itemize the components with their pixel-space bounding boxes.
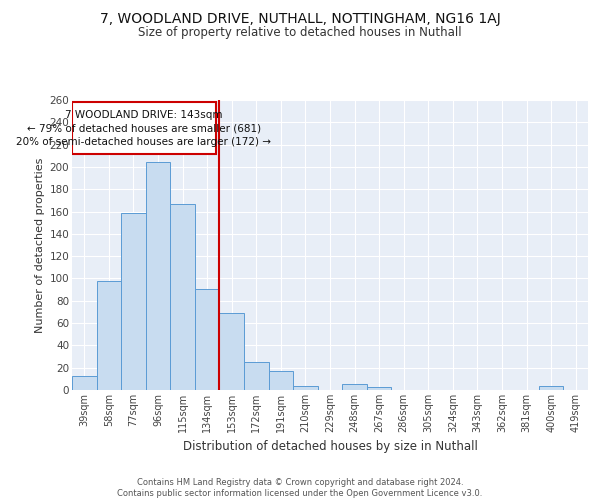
Bar [539,386,563,390]
Bar [121,212,146,390]
Text: Contains HM Land Registry data © Crown copyright and database right 2024.
Contai: Contains HM Land Registry data © Crown c… [118,478,482,498]
Y-axis label: Number of detached properties: Number of detached properties [35,158,46,332]
Bar [97,280,121,390]
Bar [269,371,293,390]
Text: 20% of semi-detached houses are larger (172) →: 20% of semi-detached houses are larger (… [16,138,271,147]
X-axis label: Distribution of detached houses by size in Nuthall: Distribution of detached houses by size … [182,440,478,454]
Text: 7 WOODLAND DRIVE: 143sqm: 7 WOODLAND DRIVE: 143sqm [65,110,223,120]
Bar [195,288,220,390]
Bar [342,384,367,390]
Bar [72,102,216,154]
Text: ← 79% of detached houses are smaller (681): ← 79% of detached houses are smaller (68… [27,124,261,134]
Text: Size of property relative to detached houses in Nuthall: Size of property relative to detached ho… [138,26,462,39]
Bar [146,162,170,390]
Bar [170,204,195,390]
Bar [220,313,244,390]
Text: 7, WOODLAND DRIVE, NUTHALL, NOTTINGHAM, NG16 1AJ: 7, WOODLAND DRIVE, NUTHALL, NOTTINGHAM, … [100,12,500,26]
Bar [293,386,318,390]
Bar [367,386,391,390]
Bar [244,362,269,390]
Bar [72,376,97,390]
